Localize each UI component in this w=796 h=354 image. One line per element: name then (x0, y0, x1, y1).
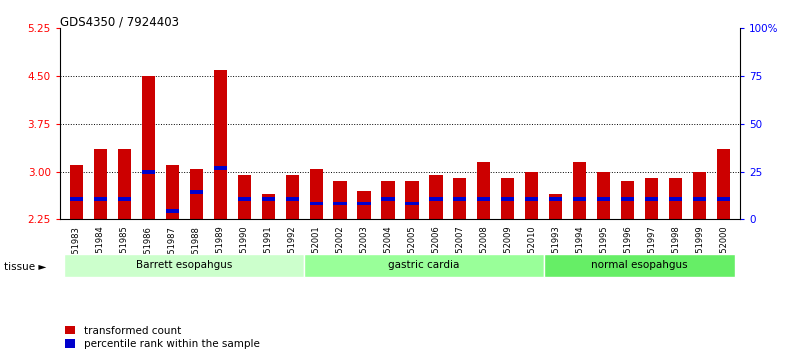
Bar (501, 197, 514, 201)
Text: Barrett esopahgus: Barrett esopahgus (136, 260, 232, 270)
Bar (238, 197, 251, 201)
Bar (94, 149, 107, 219)
Bar (166, 209, 179, 213)
Legend: transformed count, percentile rank within the sample: transformed count, percentile rank withi… (65, 326, 259, 349)
Bar (478, 197, 490, 201)
Bar (669, 197, 682, 201)
FancyBboxPatch shape (304, 254, 544, 277)
Bar (429, 175, 443, 219)
Bar (381, 197, 395, 201)
Text: tissue ►: tissue ► (4, 262, 46, 272)
Bar (453, 197, 466, 201)
Bar (717, 197, 730, 201)
Bar (549, 194, 562, 219)
Bar (405, 181, 419, 219)
Bar (262, 194, 275, 219)
Bar (189, 190, 203, 194)
Bar (166, 165, 179, 219)
FancyBboxPatch shape (64, 254, 304, 277)
Bar (501, 178, 514, 219)
Text: gastric cardia: gastric cardia (388, 260, 459, 270)
Bar (238, 175, 251, 219)
Bar (189, 169, 203, 219)
Bar (478, 162, 490, 219)
Bar (213, 166, 227, 170)
Bar (405, 202, 419, 205)
Text: GDS4350 / 7924403: GDS4350 / 7924403 (60, 16, 178, 29)
Bar (286, 175, 298, 219)
Bar (693, 172, 706, 219)
Bar (70, 197, 83, 201)
Bar (597, 197, 611, 201)
Bar (334, 202, 347, 205)
Bar (357, 191, 371, 219)
Bar (334, 181, 347, 219)
Bar (357, 202, 371, 205)
Bar (453, 178, 466, 219)
Bar (525, 172, 538, 219)
Bar (310, 202, 322, 205)
Bar (142, 76, 155, 219)
Bar (429, 197, 443, 201)
Text: normal esopahgus: normal esopahgus (591, 260, 688, 270)
Bar (645, 197, 658, 201)
Bar (693, 197, 706, 201)
Bar (669, 178, 682, 219)
Bar (70, 165, 83, 219)
Bar (621, 197, 634, 201)
Bar (525, 197, 538, 201)
Bar (262, 197, 275, 201)
Bar (94, 197, 107, 201)
Bar (310, 169, 322, 219)
Bar (286, 197, 298, 201)
Bar (213, 70, 227, 219)
Bar (573, 197, 587, 201)
Bar (597, 172, 611, 219)
Bar (717, 149, 730, 219)
Bar (381, 181, 395, 219)
FancyBboxPatch shape (544, 254, 736, 277)
Bar (118, 197, 131, 201)
Bar (645, 178, 658, 219)
Bar (142, 170, 155, 173)
Bar (573, 162, 587, 219)
Bar (118, 149, 131, 219)
Bar (621, 181, 634, 219)
Bar (549, 197, 562, 201)
